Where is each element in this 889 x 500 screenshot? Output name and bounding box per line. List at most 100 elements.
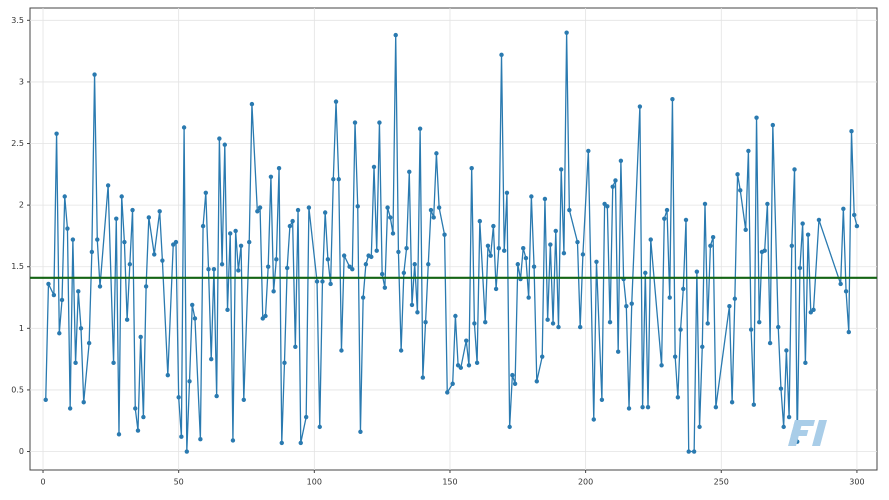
point [751,402,757,407]
point [320,279,325,284]
point [757,319,762,325]
point [127,262,133,267]
point [282,360,287,366]
point [428,207,434,213]
point [95,237,100,242]
y-tick-label: 3.5 [11,16,24,25]
x-tick-label: 100 [307,478,322,487]
point [92,72,97,77]
point [173,239,179,245]
point [640,404,645,410]
point [781,424,786,430]
point [263,313,268,319]
point [577,324,583,330]
point [708,243,713,248]
point [306,205,312,210]
point [515,262,520,267]
point [469,165,474,171]
point [811,307,816,313]
point [556,324,561,330]
point [415,310,420,315]
series-line [45,32,858,453]
point [184,449,190,454]
point [523,255,529,261]
point [735,172,740,177]
point [303,414,309,420]
point [420,375,426,380]
point [700,344,705,349]
plot-frame [29,7,878,471]
point [852,212,857,218]
point [81,400,86,405]
point [247,239,252,245]
point [238,243,244,248]
point [550,321,556,326]
point [333,99,339,104]
x-tick-label: 50 [174,478,184,487]
point [846,329,851,335]
point [181,125,187,130]
point [458,365,464,370]
point [670,96,675,102]
point [442,232,447,237]
point [542,196,548,202]
point [493,286,499,292]
point [390,231,396,236]
point [423,319,428,325]
point [702,201,708,207]
point [526,295,531,300]
point [290,218,295,224]
point [786,414,792,420]
point [388,215,393,220]
point [705,321,710,326]
point [43,397,48,402]
point [119,194,124,199]
point [599,397,605,402]
point [219,262,225,267]
x-tick-label: 300 [849,478,864,487]
point [683,217,689,223]
point [228,231,233,236]
point [561,250,567,256]
point [141,414,146,420]
point [385,205,390,210]
point [605,204,610,209]
x-tick-label: 200 [578,478,593,487]
point [548,242,553,247]
point [200,223,206,229]
point [187,379,192,384]
point [645,404,651,410]
point [697,424,702,430]
point [249,101,255,107]
point [124,317,130,322]
point [143,284,149,289]
y-tick-label: 1.5 [11,262,24,271]
point [314,279,320,284]
point [770,122,776,128]
point [198,437,203,442]
point [377,120,382,125]
point [73,360,78,366]
point [675,395,681,400]
point [838,281,843,287]
point [146,215,152,220]
point [765,201,770,207]
point [130,207,135,213]
point [732,296,738,301]
point [803,360,808,366]
point [778,386,784,391]
point [510,372,515,378]
point [483,319,488,325]
point [97,284,103,289]
point [504,190,510,195]
point [317,424,322,430]
x-tick-label: 150 [442,478,457,487]
point [580,252,586,257]
point [46,281,51,287]
point [529,194,534,199]
point [371,164,377,170]
point [496,246,502,251]
point [59,297,65,303]
point [293,344,298,349]
point [748,327,754,332]
